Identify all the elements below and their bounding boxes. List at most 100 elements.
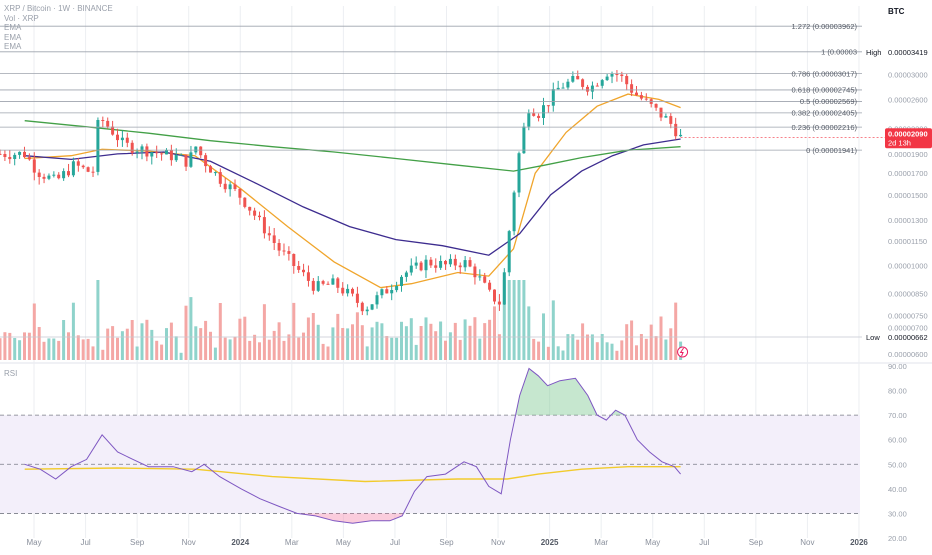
ema-layer — [24, 93, 681, 289]
ema-legend-2[interactable]: EMA — [4, 32, 22, 42]
candle-body — [488, 282, 492, 290]
fib-layer: 1.272 (0.00003962) 1 (0.00003 0.786 (0.000… — [0, 22, 862, 338]
volume-bar — [448, 332, 452, 360]
volume-bar — [243, 316, 247, 360]
candle-body — [135, 151, 139, 153]
candle-body — [360, 302, 364, 312]
volume-bar — [674, 302, 678, 360]
volume-bar — [620, 340, 624, 360]
price-tick-label: 0.00001700 — [888, 169, 928, 178]
volume-bar — [654, 336, 658, 360]
candle-body — [0, 153, 2, 155]
volume-bar — [625, 324, 629, 360]
candle-body — [404, 272, 408, 277]
candle-body — [302, 269, 305, 273]
candle-body — [37, 172, 41, 177]
volume-bar — [610, 343, 614, 360]
candle-body — [76, 161, 80, 166]
candle-body — [209, 166, 212, 173]
volume-bar — [639, 334, 643, 360]
rsi-overbought-fill — [515, 368, 625, 416]
rsi-ma-line — [24, 466, 681, 483]
ema-legend-1[interactable]: EMA — [4, 23, 22, 32]
x-tick-label: Nov — [182, 538, 196, 547]
candle-body — [669, 116, 673, 124]
volume-bar — [57, 340, 61, 360]
volume-bar — [174, 336, 178, 360]
volume-bar — [42, 341, 46, 360]
volume-bar — [258, 342, 261, 360]
x-tick-label: 2025 — [541, 538, 559, 547]
candle-body — [664, 116, 668, 118]
high-label: High — [866, 48, 881, 57]
volume-bar — [380, 323, 384, 360]
candle-body — [542, 105, 545, 118]
candle-body — [586, 86, 589, 92]
x-tick-label: May — [336, 538, 351, 547]
candle-body — [184, 154, 188, 167]
volume-bar — [404, 326, 408, 360]
candle-body — [267, 233, 271, 236]
volume-bar — [23, 332, 26, 360]
volume-bar — [326, 346, 330, 360]
volume-bar — [424, 317, 428, 360]
candle-body — [561, 87, 565, 89]
candle-body — [169, 150, 173, 161]
volume-bar — [551, 300, 555, 360]
volume-bar — [213, 347, 217, 360]
volume-bar — [370, 327, 374, 360]
candle-body — [522, 126, 526, 154]
volume-bar — [3, 332, 7, 360]
volume-bar — [458, 339, 462, 360]
candle-body — [243, 197, 247, 207]
volume-bar — [169, 322, 173, 360]
fib-level-label: 1.272 (0.00003962) — [792, 22, 858, 31]
rsi-title: RSI — [4, 369, 17, 378]
candle-body — [571, 76, 575, 82]
candle-body — [145, 146, 149, 157]
volume-bar — [194, 326, 198, 360]
fib-level-label: 0.786 (0.00003017) — [792, 69, 858, 78]
candle-body — [453, 258, 457, 266]
volume-bar — [669, 328, 673, 360]
volume-bar — [267, 339, 271, 360]
candle-body — [248, 206, 252, 211]
volume-bar — [546, 346, 550, 360]
candle-body — [400, 276, 403, 286]
candle-body — [605, 76, 609, 81]
volume-bar — [71, 302, 75, 360]
candle-body — [81, 165, 85, 168]
symbol-line[interactable]: XRP / Bitcoin · 1W · BINANCE — [4, 4, 113, 13]
rsi-tick-label: 40.00 — [888, 485, 907, 494]
volume-bar — [223, 337, 227, 360]
volume-bar — [444, 340, 447, 360]
candle-body — [581, 79, 585, 87]
candle-body — [434, 265, 438, 268]
candle-body — [566, 81, 570, 88]
volume-bar — [302, 332, 305, 360]
legend: XRP / Bitcoin · 1W · BINANCE Vol · XRP E… — [4, 4, 113, 52]
x-axis-layer: May Jul Sep Nov 2024 Mar May Jul Sep Nov 2025 Mar Ma… — [26, 538, 868, 547]
x-tick-label: Jul — [390, 538, 400, 547]
price-badge — [885, 128, 932, 149]
rsi-tick-label: 80.00 — [888, 387, 907, 396]
price-badge-value: 0.00002090 — [888, 129, 928, 138]
candle-body — [630, 84, 634, 93]
candle-body — [106, 120, 110, 127]
volume-bar — [346, 328, 350, 360]
volume-bar — [400, 321, 403, 360]
volume-legend[interactable]: Vol · XRP — [4, 13, 39, 23]
volume-bar — [155, 340, 159, 360]
candle-body — [478, 276, 482, 278]
price-tick-label: 0.00001500 — [888, 191, 928, 200]
candle-body — [321, 281, 325, 284]
candle-body — [238, 188, 242, 198]
candle-body — [409, 265, 413, 273]
price-tick-label: 0.00001150 — [888, 237, 927, 246]
volume-bar — [488, 319, 492, 360]
rsi-layer: RSI 90.00 80.00 70.00 60.00 50.00 40.00 30.00 20… — [0, 362, 907, 543]
ema-legend-3[interactable]: EMA — [4, 42, 22, 51]
candle-body — [331, 278, 335, 285]
volume-bar — [355, 312, 359, 360]
